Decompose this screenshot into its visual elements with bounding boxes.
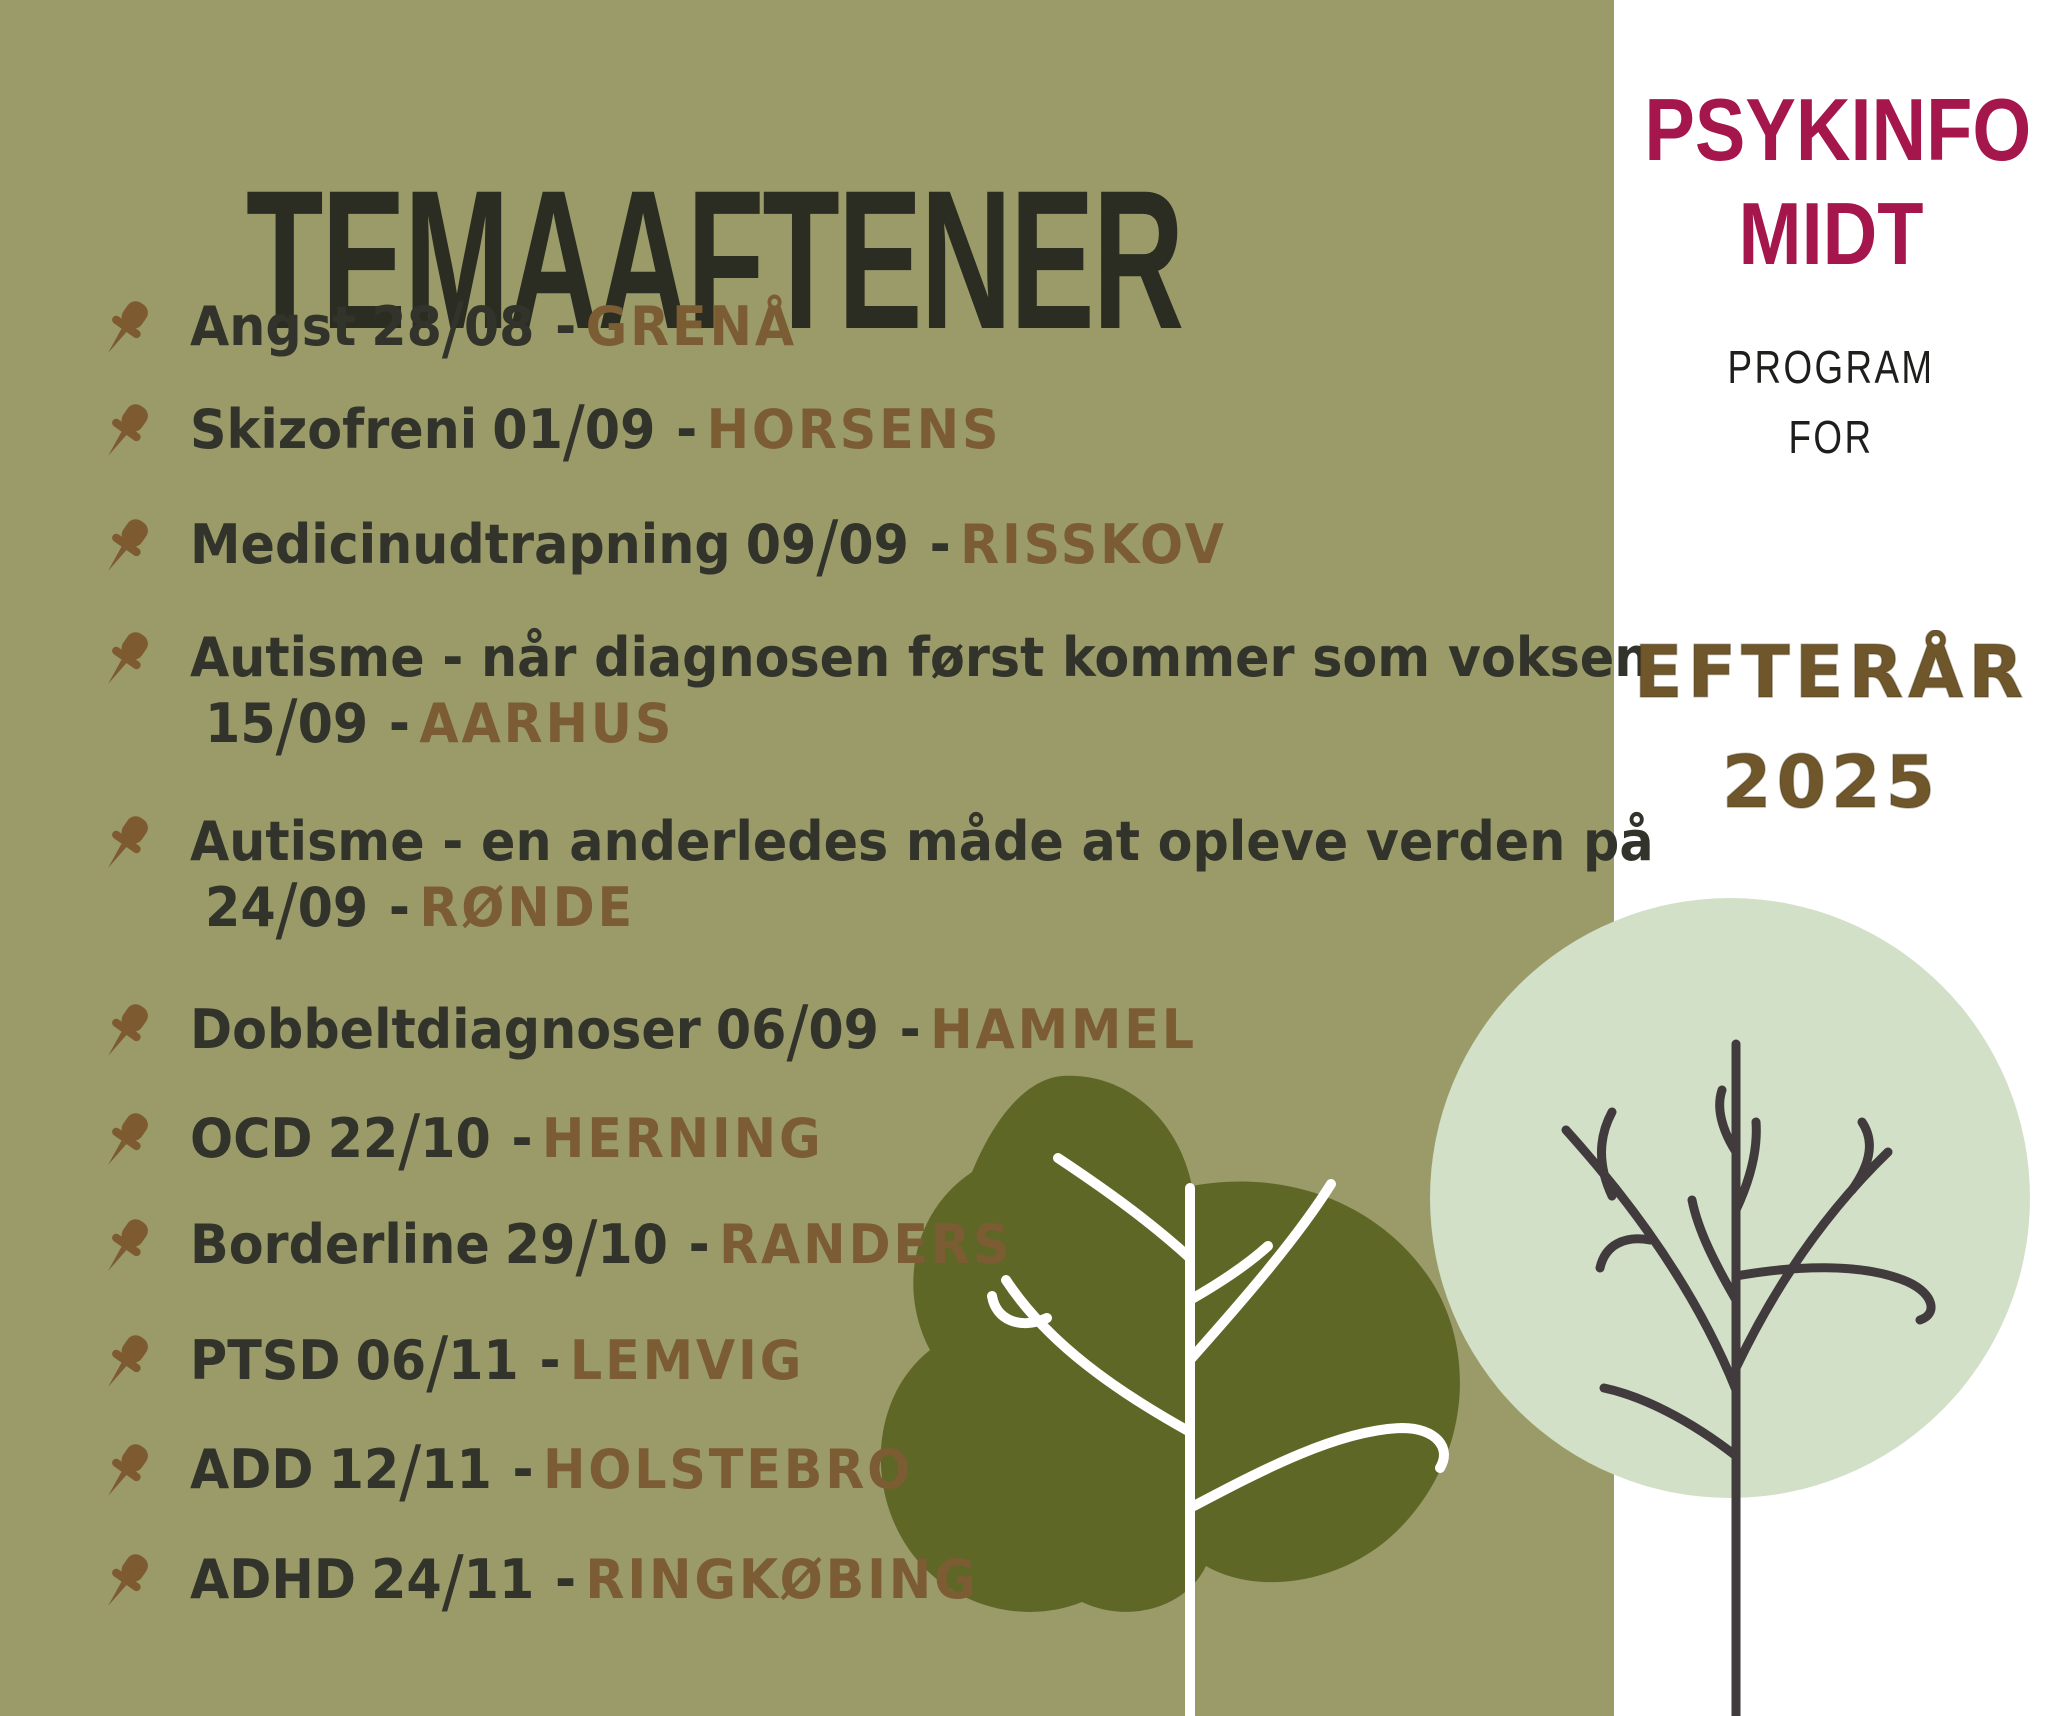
event-text: PTSD 06/11- LEMVIG (190, 1322, 805, 1403)
program-label-line2: FOR (1788, 411, 1874, 463)
event-date: 24/09 (205, 869, 369, 950)
event-separator: - (388, 692, 410, 755)
event-text: Dobbeltdiagnoser 06/09- HAMMEL (190, 991, 1197, 1072)
event-location: LEMVIG (569, 1329, 805, 1392)
event-location: HAMMEL (930, 998, 1197, 1061)
event-date: 15/09 (205, 685, 369, 766)
event-topic: OCD (190, 1107, 313, 1170)
program-label-line1: PROGRAM (1727, 341, 1935, 393)
event-topic: Medicinudtrapning (190, 513, 731, 576)
event-row: Autisme - når diagnosen først kommer som… (100, 625, 1744, 766)
event-row: Borderline 29/10- RANDERS (100, 1206, 1065, 1287)
org-name-line2: MIDT (1738, 184, 1924, 283)
pushpin-icon (108, 1004, 148, 1057)
event-location: RØNDE (419, 876, 636, 939)
event-location: HERNING (541, 1107, 824, 1170)
event-text: Borderline 29/10- RANDERS (190, 1206, 1013, 1287)
event-topic: Autisme - en anderledes måde at opleve v… (190, 810, 1654, 873)
event-row: PTSD 06/11- LEMVIG (100, 1322, 843, 1403)
event-row: OCD 22/10- HERNING (100, 1100, 864, 1181)
event-row: Dobbeltdiagnoser 06/09- HAMMEL (100, 991, 1261, 1072)
pushpin-icon (108, 404, 148, 457)
event-location: HORSENS (706, 398, 1002, 461)
event-date: 22/10 (327, 1100, 491, 1181)
event-row: ADD 12/11- HOLSTEBRO (100, 1431, 959, 1512)
event-separator: - (388, 876, 410, 939)
pushpin-icon (108, 301, 148, 354)
event-date: 28/08 (371, 288, 535, 369)
org-name-line1: PSYKINFO (1644, 80, 2032, 179)
event-row: Skizofreni 01/09- HORSENS (100, 391, 1053, 472)
event-list: Angst 28/08- GRENÅ Skizofreni 01/09- HORSENS… (100, 288, 1654, 1622)
pushpin-icon (108, 1219, 148, 1272)
event-location: RANDERS (719, 1213, 1013, 1276)
event-text: Skizofreni 01/09- HORSENS (190, 391, 1002, 472)
pushpin-icon (108, 1444, 148, 1497)
event-date: 24/11 (371, 1541, 535, 1622)
event-topic: ADD (190, 1438, 314, 1501)
event-date: 01/09 (492, 391, 656, 472)
event-text: Autisme - en anderledes måde at opleve v… (190, 809, 1654, 950)
event-separator: - (539, 1329, 561, 1392)
event-text: Autisme - når diagnosen først kommer som… (190, 625, 1651, 766)
event-topic: Borderline (190, 1213, 490, 1276)
event-separator: - (512, 1438, 534, 1501)
season-label: EFTERÅR (1633, 630, 2029, 714)
pushpin-icon (108, 1554, 148, 1607)
event-row: ADHD 24/11- RINGKØBING (100, 1541, 1029, 1622)
event-separator: - (554, 1548, 577, 1611)
event-date: 06/09 (715, 991, 880, 1072)
event-topic: Angst (190, 295, 357, 358)
event-location: GRENÅ (585, 295, 797, 358)
event-date: 29/10 (504, 1206, 668, 1287)
pushpin-icon (108, 519, 148, 572)
event-separator: - (929, 513, 951, 576)
event-text: ADD 12/11- HOLSTEBRO (190, 1431, 914, 1512)
event-location: HOLSTEBRO (542, 1438, 914, 1501)
event-date: 06/11 (355, 1322, 519, 1403)
event-row: Medicinudtrapning 09/09- RISSKOV (100, 506, 1293, 587)
event-topic: Autisme - når diagnosen først kommer som… (190, 626, 1651, 689)
event-separator: - (511, 1107, 533, 1170)
event-text: Angst 28/08- GRENÅ (190, 288, 797, 369)
event-topic: Skizofreni (190, 398, 478, 461)
event-location: AARHUS (419, 692, 675, 755)
event-topic: Dobbeltdiagnoser (190, 998, 701, 1061)
event-date: 12/11 (328, 1431, 492, 1512)
pushpin-icon (108, 1113, 148, 1166)
page-title: TEMAAFTENER (246, 148, 1184, 370)
event-topic: PTSD (190, 1329, 341, 1392)
year-label: 2025 (1721, 740, 1941, 824)
event-text: OCD 22/10- HERNING (190, 1100, 824, 1181)
event-separator: - (555, 295, 577, 358)
event-location: RINGKØBING (585, 1548, 979, 1611)
event-topic: ADHD (190, 1548, 357, 1611)
event-separator: - (899, 998, 921, 1061)
pushpin-icon (108, 816, 148, 869)
pushpin-icon (108, 632, 148, 685)
event-separator: - (688, 1213, 710, 1276)
event-text: Medicinudtrapning 09/09- RISSKOV (190, 506, 1227, 587)
pushpin-icon (108, 1335, 148, 1388)
event-row: Angst 28/08- GRENÅ (100, 288, 836, 369)
event-separator: - (676, 398, 698, 461)
event-row: Autisme - en anderledes måde at opleve v… (100, 809, 1747, 950)
event-date: 09/09 (745, 506, 909, 587)
event-text: ADHD 24/11- RINGKØBING (190, 1541, 979, 1622)
event-location: RISSKOV (960, 513, 1227, 576)
